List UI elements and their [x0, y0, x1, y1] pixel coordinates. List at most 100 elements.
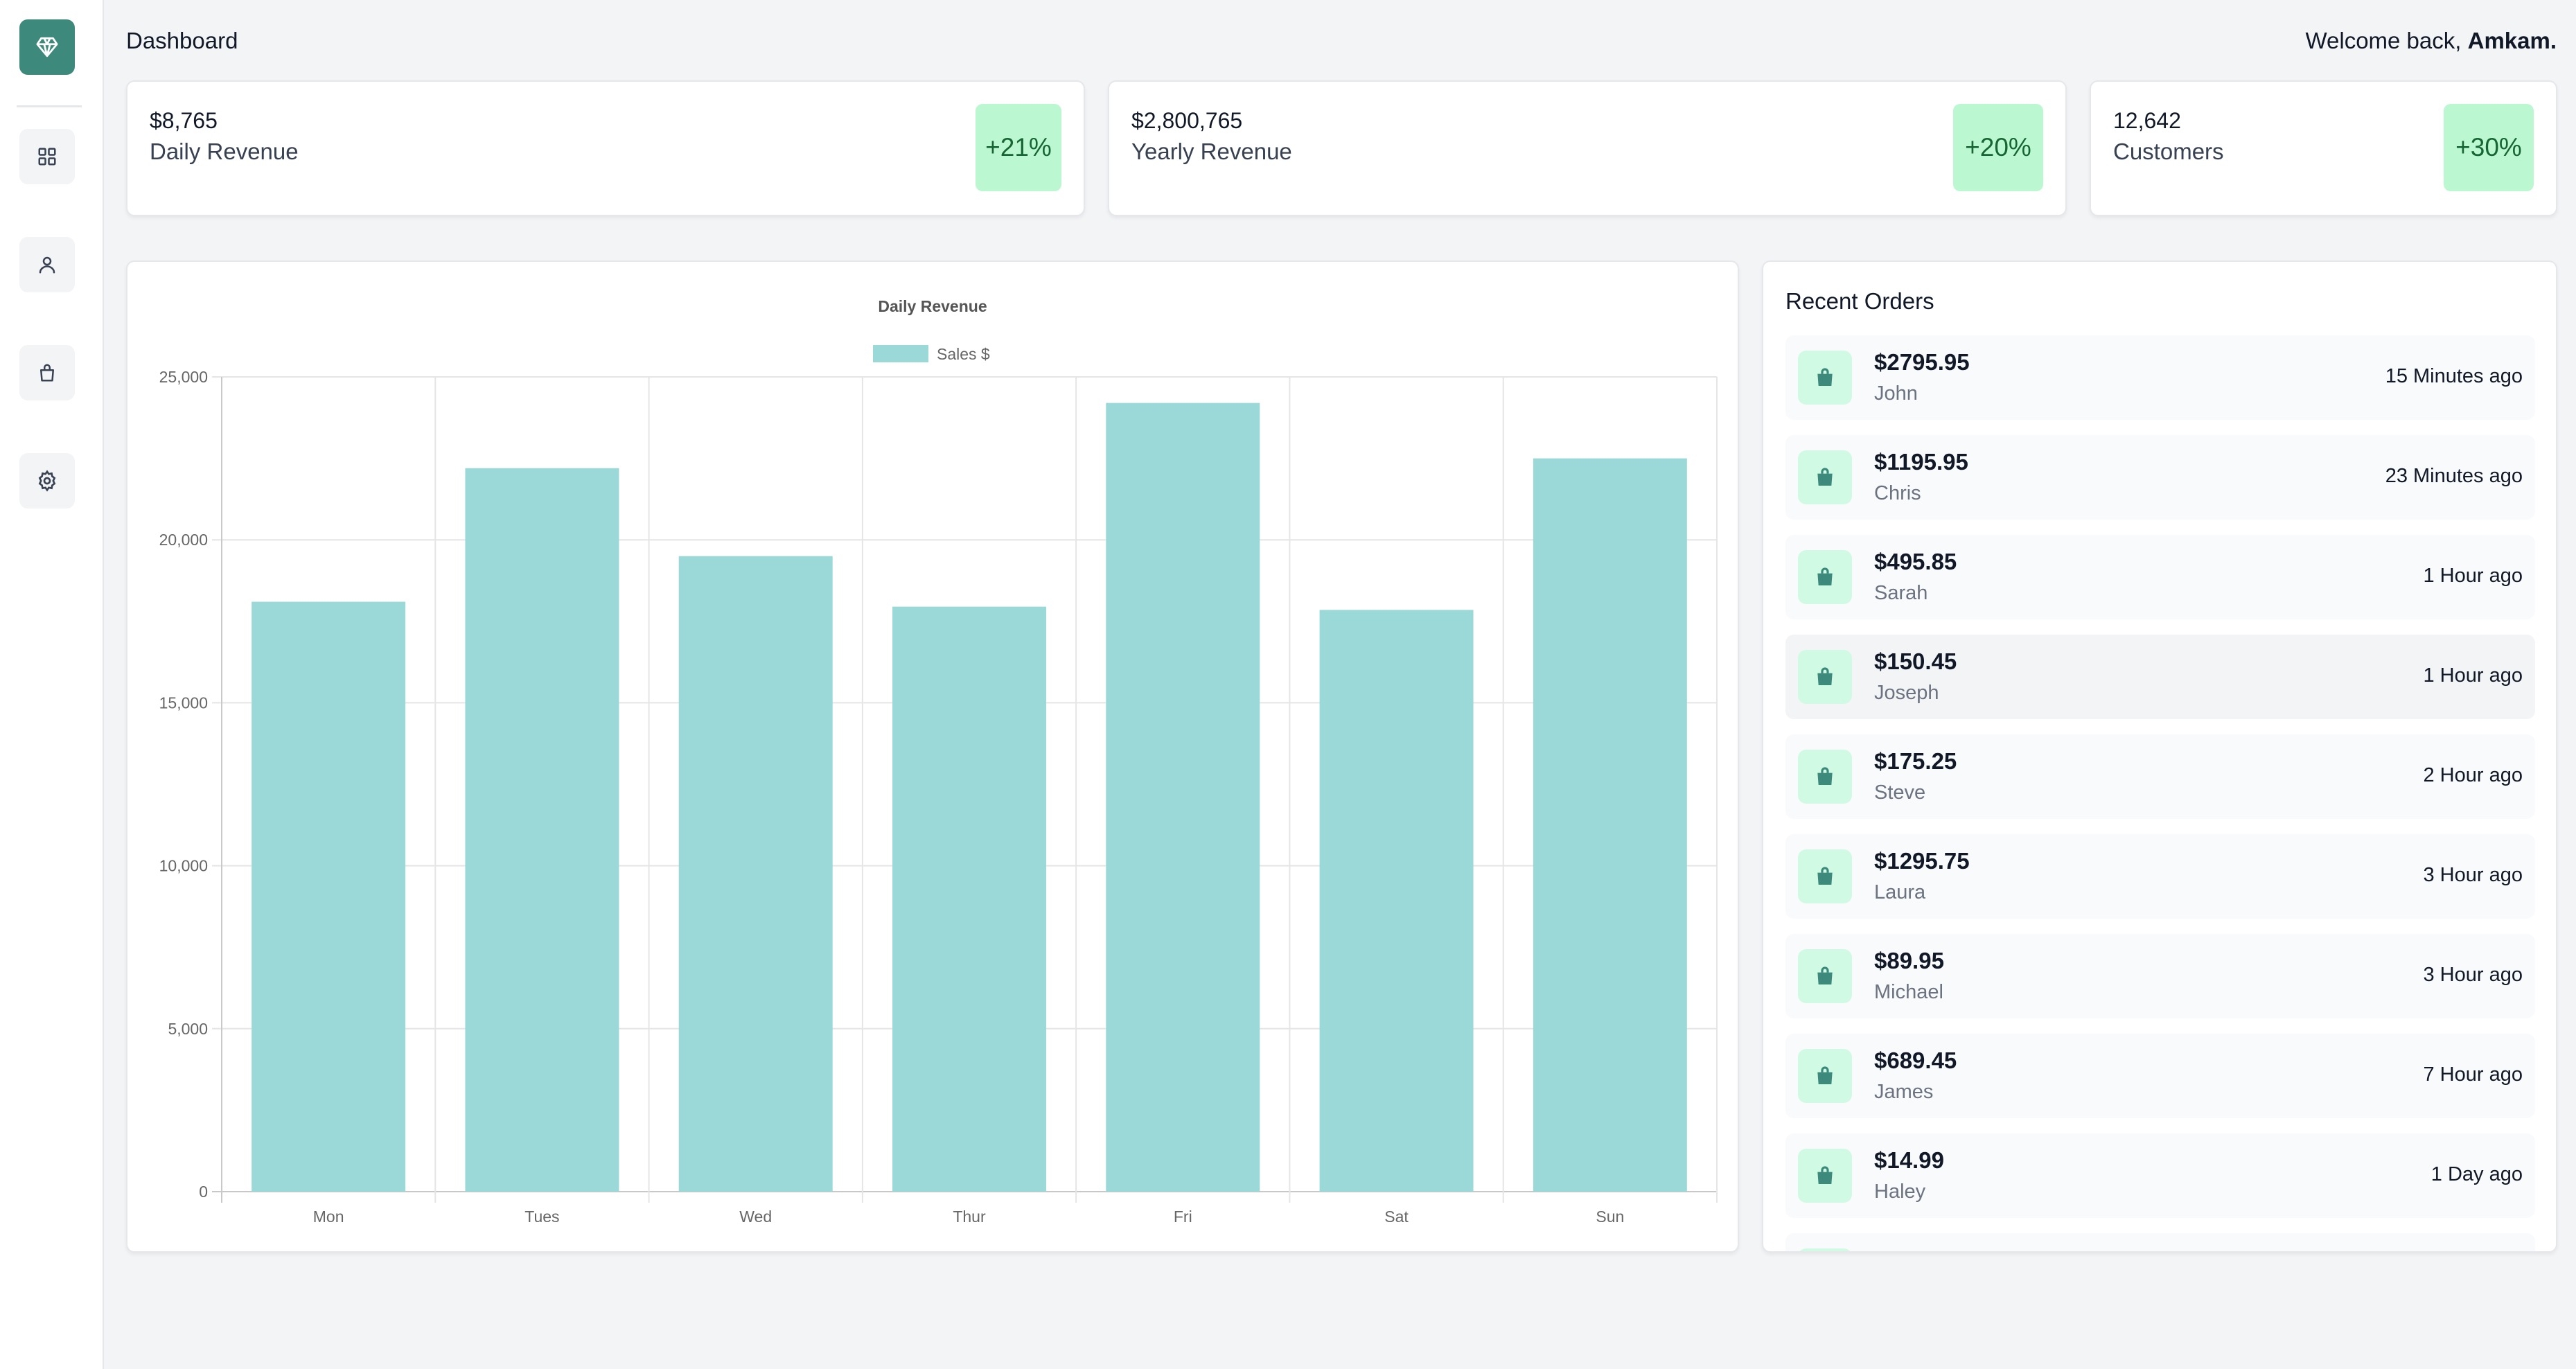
sidebar-item-orders[interactable]: [19, 345, 75, 400]
x-tick-label: Fri: [1174, 1208, 1192, 1226]
stat-value: 12,642: [2113, 108, 2181, 133]
shopping-bag-icon: [1817, 1166, 1833, 1184]
bag-icon: [40, 364, 54, 382]
welcome-prefix: Welcome back,: [2305, 28, 2468, 53]
bar[interactable]: [1533, 458, 1687, 1192]
order-item[interactable]: $495.85 Sarah 1 Hour ago: [1785, 535, 2535, 619]
x-tick-label: Sun: [1596, 1208, 1624, 1226]
sidebar-item-customers[interactable]: [19, 237, 75, 292]
stat-label: Customers: [2113, 139, 2224, 164]
order-time: 1 Day ago: [2431, 1163, 2523, 1185]
bar[interactable]: [892, 606, 1046, 1192]
bar[interactable]: [1319, 610, 1474, 1192]
order-item[interactable]: $689.45 James 7 Hour ago: [1785, 1034, 2535, 1118]
x-tick-label: Sat: [1384, 1208, 1409, 1226]
order-time: 1 Hour ago: [2423, 664, 2523, 687]
legend-label[interactable]: Sales $: [937, 345, 990, 363]
bar[interactable]: [678, 556, 833, 1192]
shopping-bag-icon: [1817, 567, 1833, 585]
gear-icon: [38, 470, 56, 492]
order-bag-icon-box: [1798, 1248, 1852, 1251]
stat-value: $8,765: [150, 108, 218, 133]
order-item-partial[interactable]: [1785, 1233, 2535, 1251]
y-tick-label: 15,000: [159, 694, 208, 712]
shopping-bag-icon: [1817, 1066, 1833, 1084]
recent-orders-title: Recent Orders: [1785, 288, 1934, 314]
bar[interactable]: [465, 468, 619, 1192]
order-customer: Haley: [1874, 1181, 1926, 1203]
order-item[interactable]: $175.25 Steve 2 Hour ago: [1785, 734, 2535, 819]
stat-value: $2,800,765: [1131, 108, 1243, 133]
shopping-bag-icon: [1817, 966, 1833, 984]
order-amount: $1295.75: [1874, 848, 1970, 874]
order-item[interactable]: $89.95 Michael 3 Hour ago: [1785, 934, 2535, 1018]
stat-label: Daily Revenue: [150, 139, 299, 164]
order-item[interactable]: $150.45 Joseph 1 Hour ago: [1785, 635, 2535, 719]
order-item[interactable]: $1195.95 Chris 23 Minutes ago: [1785, 435, 2535, 520]
order-time: 15 Minutes ago: [2385, 365, 2523, 387]
diamond-icon: [36, 37, 58, 58]
x-tick-label: Tues: [524, 1208, 559, 1226]
sidebar-item-dashboard[interactable]: [19, 129, 75, 184]
order-bag-icon-box: [1798, 750, 1852, 804]
stat-card-yearly-revenue: $2,800,765 Yearly Revenue +20%: [1108, 80, 2067, 216]
user-name: Amkam.: [2467, 28, 2557, 53]
y-tick-label: 0: [199, 1183, 208, 1201]
stat-change-badge: +20%: [1953, 104, 2043, 191]
order-time: 23 Minutes ago: [2385, 465, 2523, 487]
bar[interactable]: [1106, 403, 1260, 1192]
order-bag-icon-box: [1798, 1049, 1852, 1103]
order-customer: Laura: [1874, 881, 1926, 903]
order-customer: John: [1874, 382, 1918, 405]
order-bag-icon-box: [1798, 849, 1852, 903]
recent-orders-card: Recent Orders $2795.95 John 15 Minutes a…: [1762, 260, 2557, 1253]
daily-revenue-chart: Daily Revenue Sales $ 0 5,000 10,000 15,000…: [159, 297, 1718, 1226]
order-bag-icon-box: [1798, 351, 1852, 405]
legend-swatch: [873, 345, 928, 362]
stat-change-badge: +21%: [976, 104, 1061, 191]
y-tick-label: 5,000: [168, 1020, 208, 1038]
sidebar-divider: [17, 105, 82, 107]
order-item[interactable]: $1295.75 Laura 3 Hour ago: [1785, 834, 2535, 919]
order-amount: $89.95: [1874, 948, 1944, 973]
x-tick-label: Wed: [739, 1208, 772, 1226]
order-time: 1 Hour ago: [2423, 565, 2523, 587]
daily-revenue-chart-card: Daily Revenue Sales $ 0 5,000 10,000 15,000…: [126, 260, 1739, 1253]
user-icon: [39, 256, 55, 274]
order-amount: $495.85: [1874, 549, 1957, 574]
order-bag-icon-box: [1798, 1149, 1852, 1203]
order-item[interactable]: $2795.95 John 15 Minutes ago: [1785, 335, 2535, 420]
order-customer: Joseph: [1874, 682, 1939, 704]
sidebar: [0, 0, 104, 1369]
order-customer: Sarah: [1874, 582, 1928, 604]
order-item[interactable]: $14.99 Haley 1 Day ago: [1785, 1133, 2535, 1218]
order-time: 3 Hour ago: [2423, 964, 2523, 986]
order-customer: Steve: [1874, 781, 1926, 804]
order-amount: $175.25: [1874, 748, 1957, 774]
shopping-bag-icon: [1817, 667, 1833, 685]
order-customer: Michael: [1874, 981, 1943, 1003]
y-tick-label: 20,000: [159, 531, 208, 549]
order-amount: $1195.95: [1874, 449, 1968, 475]
order-bag-icon-box: [1798, 450, 1852, 504]
order-bag-icon-box: [1798, 949, 1852, 1003]
x-tick-label: Thur: [953, 1208, 986, 1226]
bar[interactable]: [252, 601, 406, 1192]
logo[interactable]: [19, 19, 75, 75]
stat-change-badge: +30%: [2444, 104, 2534, 191]
chart-title: Daily Revenue: [878, 297, 987, 315]
y-tick-label: 10,000: [159, 857, 208, 875]
shopping-bag-icon: [1817, 767, 1833, 785]
shopping-bag-icon: [1817, 867, 1833, 885]
order-customer: James: [1874, 1081, 1934, 1103]
order-customer: Chris: [1874, 482, 1921, 504]
order-amount: $14.99: [1874, 1147, 1944, 1173]
grid-icon: [38, 148, 56, 166]
order-amount: $689.45: [1874, 1048, 1957, 1073]
stat-card-daily-revenue: $8,765 Daily Revenue +21%: [126, 80, 1085, 216]
order-amount: $2795.95: [1874, 349, 1970, 375]
sidebar-item-settings[interactable]: [19, 453, 75, 509]
page-title: Dashboard: [126, 28, 238, 53]
y-tick-label: 25,000: [159, 368, 208, 386]
shopping-bag-icon: [1817, 468, 1833, 486]
